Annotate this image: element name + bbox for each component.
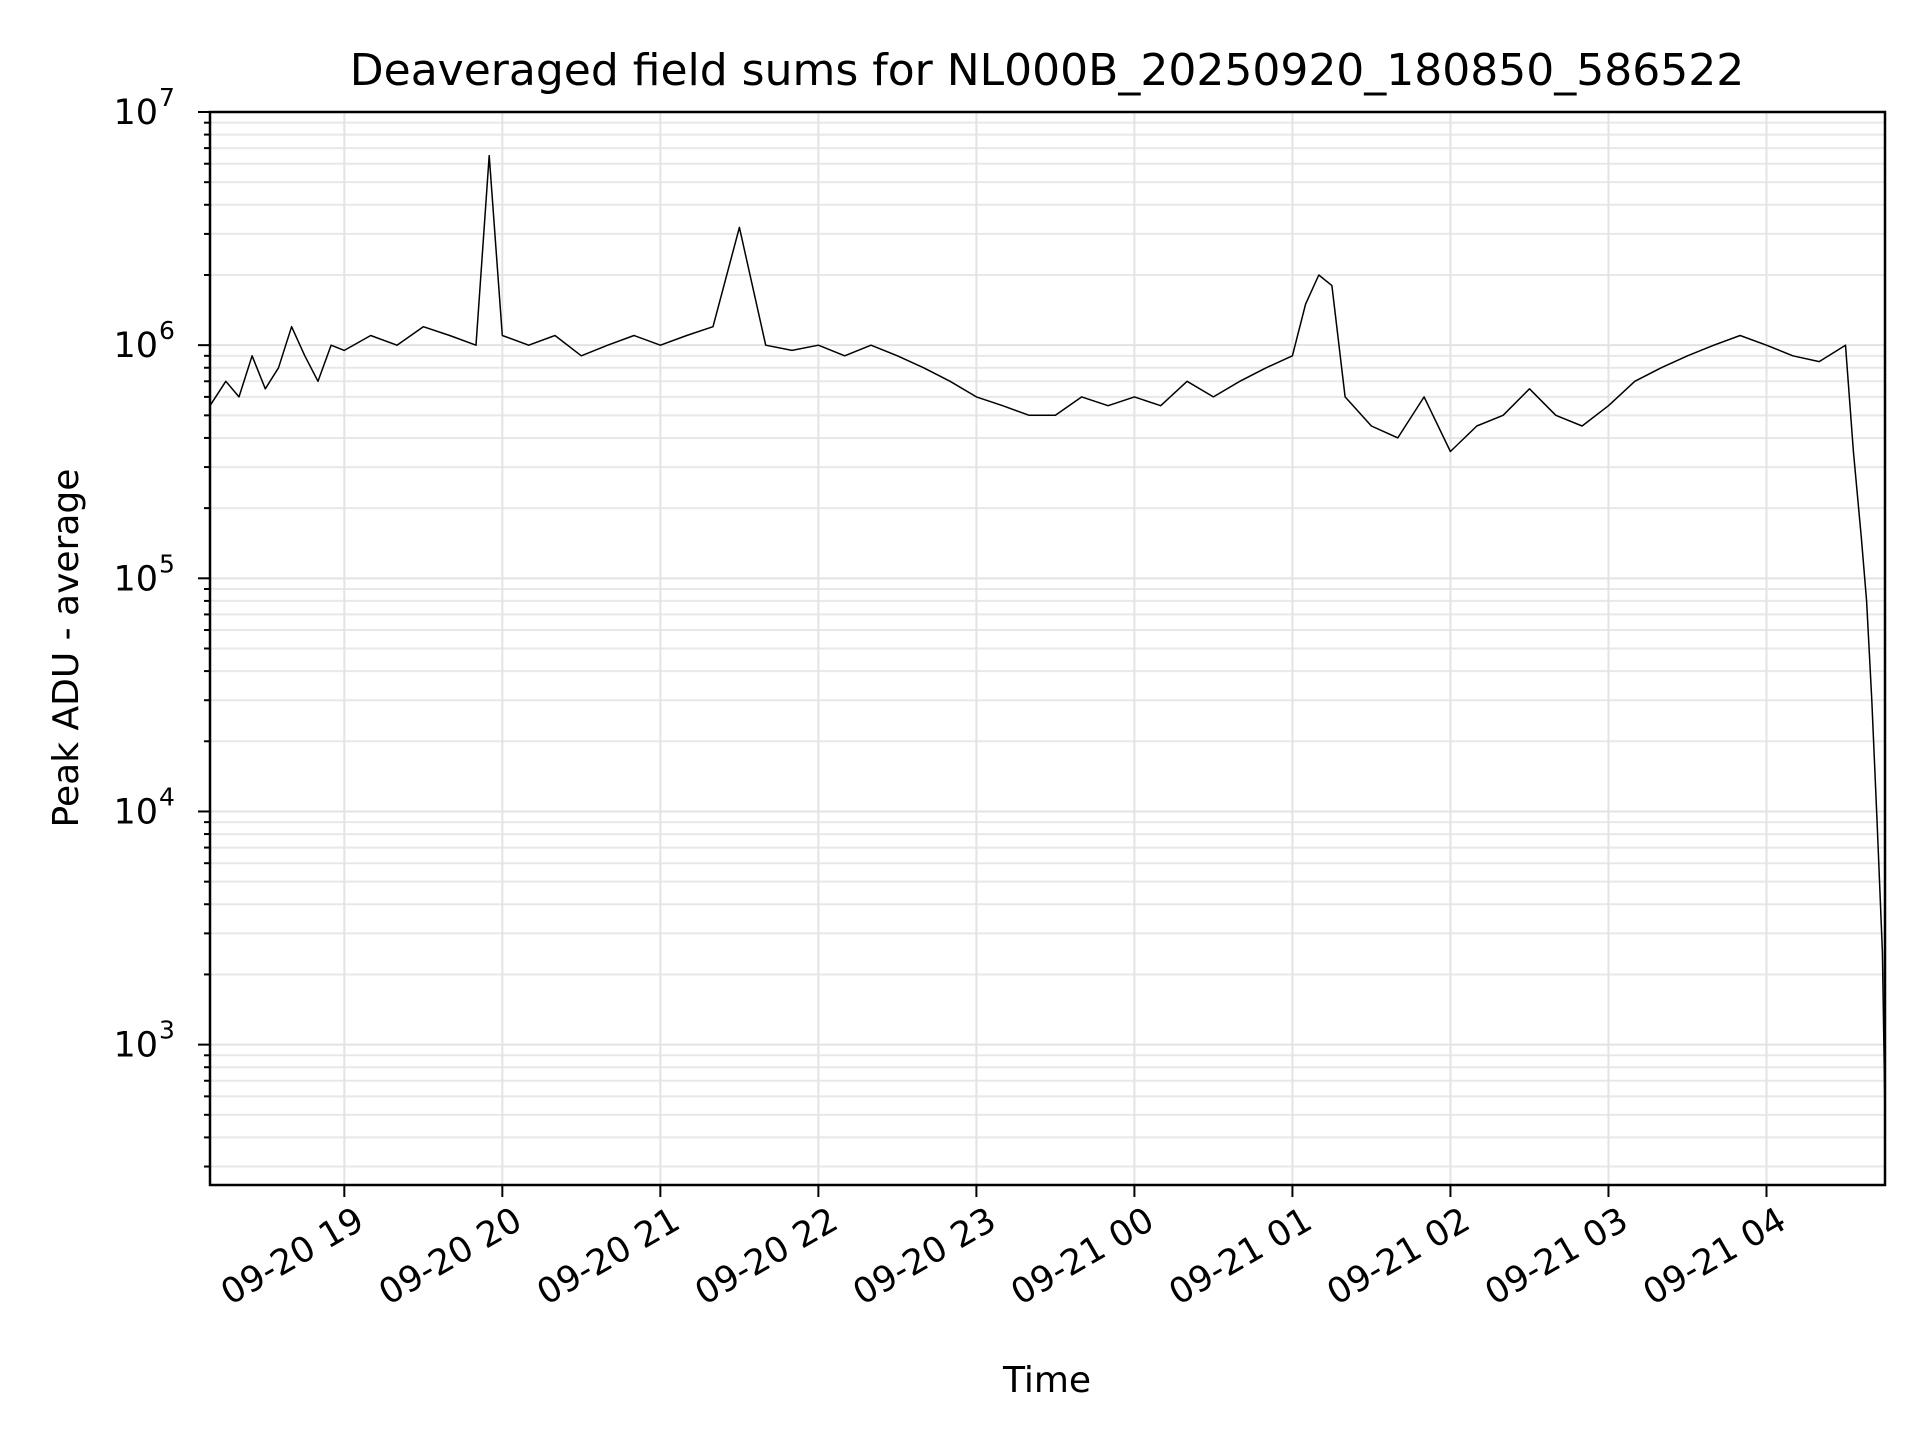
y-tick-exponent: 5 [159,549,175,578]
y-axis-label: Peak ADU - average [46,469,87,828]
x-axis-ticks: 09-20 19 09-20 20 09-20 21 09-20 22 09-20 23… [215,1185,1793,1313]
y-tick-base: 10 [113,93,158,133]
y-tick-base: 10 [113,1026,158,1066]
x-tick-label: 09-20 23 [847,1200,1003,1313]
y-tick-label: 10 7 [113,83,174,133]
y-tick-base: 10 [113,559,158,599]
y-tick-label: 10 5 [113,549,174,599]
series-layer [209,154,1886,1115]
y-tick-label: 10 4 [113,782,174,832]
y-tick-base: 10 [113,326,158,366]
y-tick-base: 10 [113,792,158,832]
x-tick-label: 09-20 19 [215,1200,371,1313]
x-tick-label: 09-20 20 [373,1200,529,1313]
y-tick-exponent: 4 [159,782,175,811]
x-tick-label: 09-21 04 [1637,1200,1793,1313]
chart-title: Deaveraged field sums for NL000B_2025092… [350,45,1744,96]
x-tick-label: 09-21 02 [1321,1200,1477,1313]
x-tick-label: 09-20 22 [689,1200,845,1313]
x-tick-label: 09-21 03 [1479,1200,1635,1313]
x-axis-label: Time [1002,1360,1091,1401]
grid [210,111,1885,1185]
x-tick-label: 09-20 21 [531,1200,687,1313]
y-tick-label: 10 6 [113,316,174,366]
y-tick-exponent: 3 [159,1016,175,1045]
x-tick-label: 09-21 01 [1163,1200,1319,1313]
y-tick-exponent: 6 [159,316,175,345]
x-tick-label: 09-21 00 [1005,1200,1161,1313]
series-line [209,154,1886,1115]
y-tick-exponent: 7 [159,83,175,112]
y-tick-label: 10 3 [113,1016,174,1066]
